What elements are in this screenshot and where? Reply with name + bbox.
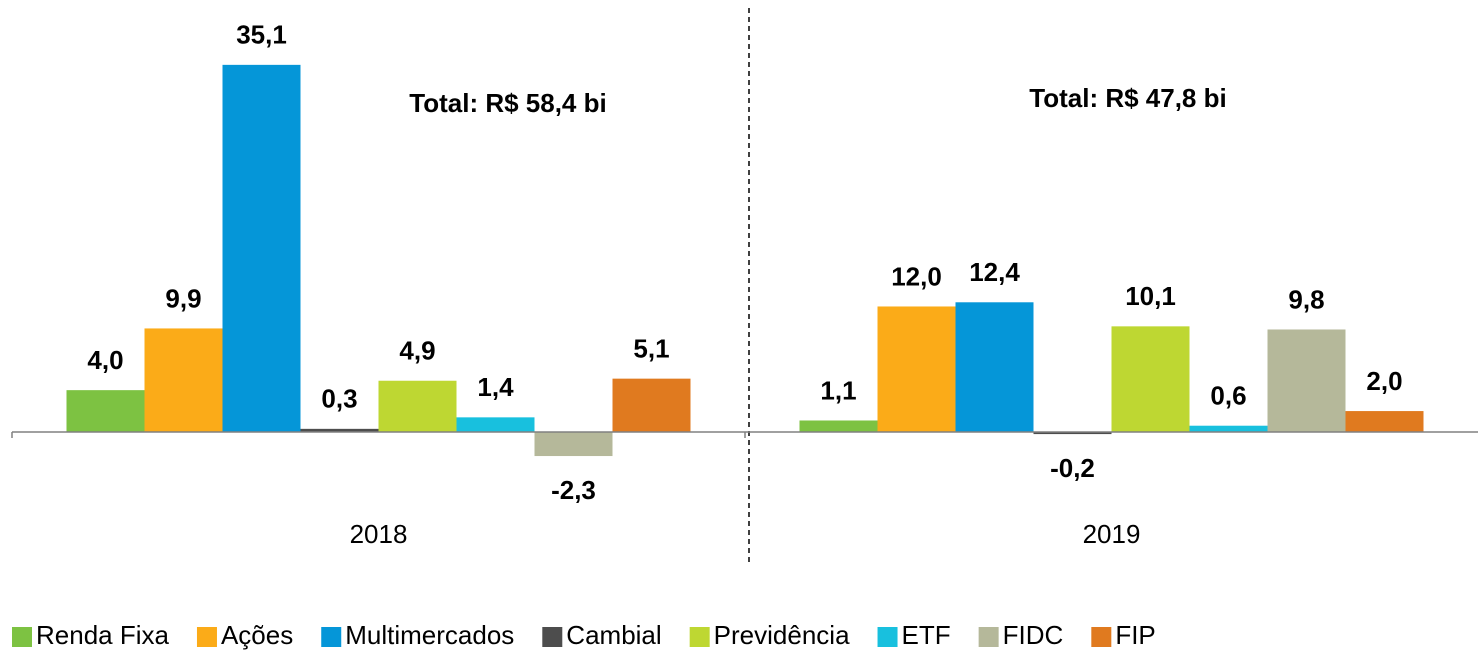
bar [300,428,379,432]
bar [144,328,223,432]
legend-label: FIP [1115,620,1155,650]
legend-swatch [12,627,32,647]
legend-swatch [877,627,898,647]
legend-label: Multimercados [345,620,514,650]
value-label: 12,0 [891,261,942,291]
bar [456,417,535,432]
bar [955,302,1034,432]
value-label: 35,1 [236,20,287,50]
legend-label: FIDC [1003,620,1064,650]
bar [1033,431,1112,435]
legend-label: ETF [902,620,951,650]
legend-label: Ações [221,620,293,650]
bar [799,420,878,432]
value-label: 4,0 [87,345,123,375]
value-label: 5,1 [633,334,669,364]
value-label: 12,4 [969,257,1020,287]
legend-label: Previdência [714,620,850,650]
bar [1111,326,1190,432]
value-label: 10,1 [1125,281,1176,311]
legend-swatch [542,627,563,647]
bar [612,378,691,432]
value-label: -2,3 [551,475,596,505]
value-label: -0,2 [1050,453,1095,483]
annotation: Total: R$ 47,8 bi [1029,83,1226,113]
x-tick-label: 2018 [350,519,408,549]
bar [66,390,145,432]
value-label: 0,3 [321,384,357,414]
bar [534,431,613,457]
legend-swatch [196,627,217,647]
bar [222,64,301,432]
legend-label: Cambial [566,620,661,650]
value-label: 0,6 [1210,381,1246,411]
bar [1345,411,1424,432]
legend-swatch [321,627,342,647]
bar [1267,329,1346,432]
value-label: 9,9 [165,283,201,313]
legend-swatch [689,627,710,647]
value-label: 2,0 [1366,366,1402,396]
value-label: 9,8 [1288,284,1324,314]
legend-label: Renda Fixa [36,620,169,650]
bar [1189,425,1268,432]
legend-swatch [978,627,999,647]
value-label: 1,1 [820,375,856,405]
bar [877,306,956,432]
bar [378,380,457,432]
x-tick-label: 2019 [1083,519,1141,549]
value-label: 1,4 [477,372,514,402]
annotation: Total: R$ 58,4 bi [409,88,606,118]
legend-swatch [1091,627,1112,647]
value-label: 4,9 [399,336,435,366]
